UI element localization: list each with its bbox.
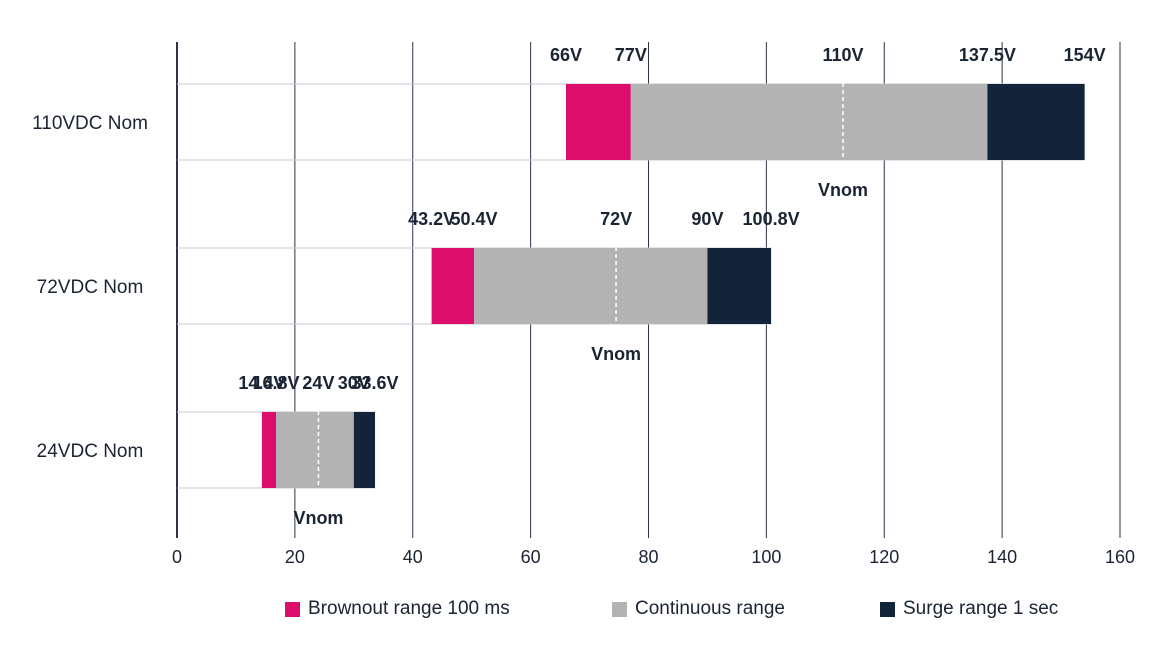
value-label: 137.5V <box>959 45 1016 65</box>
legend-swatch-surge <box>880 601 895 617</box>
value-label: 30V <box>338 373 370 393</box>
x-tick-label: 20 <box>285 547 305 567</box>
x-tick-label: 40 <box>403 547 423 567</box>
value-label: 66V <box>550 45 582 65</box>
vnom-label: Vnom <box>591 344 641 364</box>
legend-item-continuous: Continuous range <box>612 598 785 620</box>
legend-label-brownout: Brownout range 100 ms <box>308 598 510 619</box>
x-tick-label: 0 <box>172 547 182 567</box>
legend-swatch-brownout <box>285 601 300 617</box>
category-label: 72VDC Nom <box>37 277 144 298</box>
category-label: 24VDC Nom <box>37 441 144 462</box>
value-label: 24V <box>302 373 334 393</box>
continuous-bar <box>474 248 708 324</box>
surge-bar <box>987 84 1085 160</box>
brownout-bar <box>261 412 277 488</box>
labels-layer: 0 20 40 60 80 100 120 140 160 110VDC Nom 66V 77V 110… <box>32 45 1135 567</box>
x-tick-label: 80 <box>638 547 658 567</box>
x-tick-label: 120 <box>869 547 899 567</box>
legend-item-brownout: Brownout range 100 ms <box>285 598 510 620</box>
voltage-range-chart: 0 20 40 60 80 100 120 140 160 110VDC Nom 66V 77V 110… <box>32 42 1135 567</box>
value-label: 16.8V <box>252 373 299 393</box>
x-tick-label: 160 <box>1105 547 1135 567</box>
category-label: 110VDC Nom <box>32 113 148 134</box>
continuous-bar <box>630 84 988 160</box>
x-tick-label: 60 <box>521 547 541 567</box>
vnom-label: Vnom <box>818 180 868 200</box>
legend-swatch-continuous <box>612 601 627 617</box>
value-label: 72V <box>600 209 632 229</box>
value-label: 14.4V <box>238 373 285 393</box>
value-label: 43.2V <box>408 209 455 229</box>
vnom-label: Vnom <box>293 508 343 528</box>
x-tick-label: 140 <box>987 547 1017 567</box>
legend-label-surge: Surge range 1 sec <box>903 598 1059 619</box>
legend-label-continuous: Continuous range <box>635 598 785 619</box>
value-label: 77V <box>615 45 647 65</box>
continuous-bar <box>276 412 354 488</box>
bars-layer <box>261 76 1085 488</box>
brownout-bar <box>431 248 475 324</box>
value-label: 90V <box>691 209 723 229</box>
legend-item-surge: Surge range 1 sec <box>880 598 1058 620</box>
value-label: 154V <box>1064 45 1106 65</box>
x-tick-label: 100 <box>751 547 781 567</box>
surge-bar <box>353 412 376 488</box>
value-label: 50.4V <box>451 209 498 229</box>
value-label: 33.6V <box>352 373 399 393</box>
value-label: 110V <box>822 45 863 65</box>
surge-bar <box>707 248 772 324</box>
brownout-bar <box>565 84 631 160</box>
legend: Brownout range 100 ms Continuous range S… <box>0 598 1165 628</box>
value-label: 100.8V <box>743 209 800 229</box>
